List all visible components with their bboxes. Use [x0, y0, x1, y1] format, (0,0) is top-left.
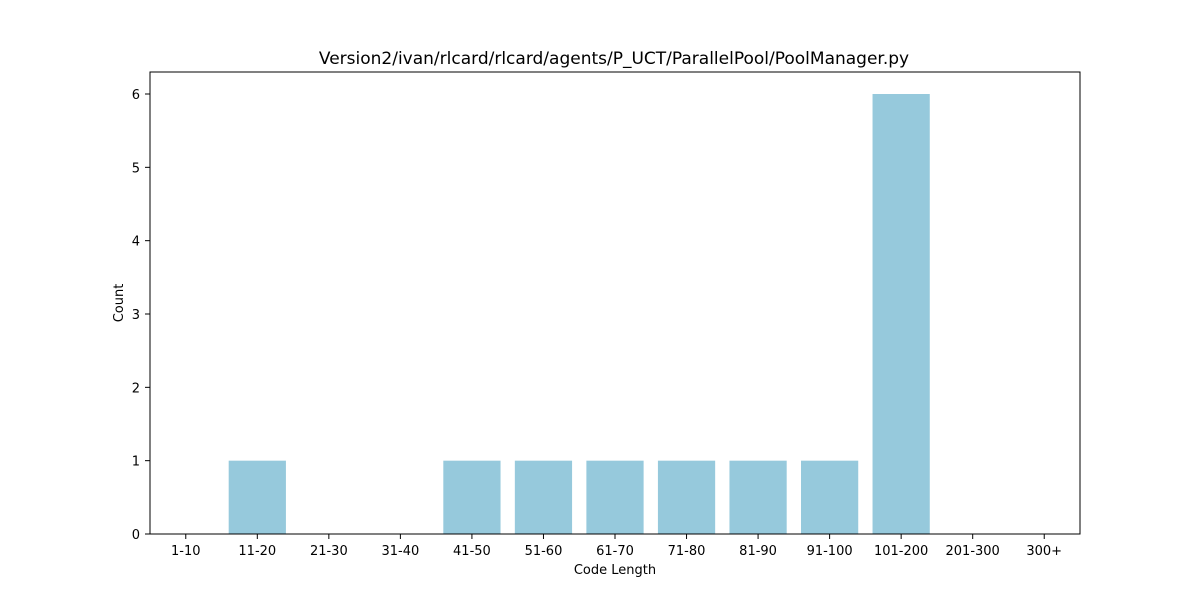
y-tick-label: 6 [132, 88, 140, 103]
y-tick-label: 2 [132, 381, 140, 396]
y-tick-label: 1 [132, 455, 140, 470]
x-axis-ticks: 1-10 11-20 21-30 31-40 41-50 51-60 61-70 71-80 8… [171, 534, 1062, 559]
y-axis-ticks: 0 1 2 3 4 5 6 [132, 88, 150, 543]
bar-71-80 [657, 460, 716, 534]
bar-51-60 [514, 460, 573, 534]
bar-11-20 [228, 460, 286, 534]
bars-group [228, 94, 930, 534]
x-tick-label: 101-200 [874, 544, 928, 559]
chart-title: Version2/ivan/rlcard/rlcard/agents/P_UCT… [319, 49, 909, 69]
bar-41-50 [443, 460, 501, 534]
x-axis-label: Code Length [574, 563, 656, 578]
x-tick-label: 21-30 [310, 544, 348, 559]
x-tick-label: 91-100 [807, 544, 853, 559]
y-axis-label: Count [112, 284, 127, 323]
y-tick-label: 0 [132, 528, 140, 543]
x-tick-label: 11-20 [238, 544, 276, 559]
x-tick-label: 61-70 [596, 544, 634, 559]
y-tick-label: 4 [132, 235, 140, 250]
x-tick-label: 71-80 [668, 544, 706, 559]
x-tick-label: 31-40 [381, 544, 419, 559]
bar-101-200 [872, 94, 930, 534]
y-tick-label: 5 [132, 161, 140, 176]
bar-81-90 [729, 460, 787, 534]
x-tick-label: 41-50 [453, 544, 491, 559]
x-tick-label: 201-300 [946, 544, 1000, 559]
x-tick-label: 1-10 [171, 544, 201, 559]
bar-61-70 [586, 460, 644, 534]
plot-area-frame [149, 71, 1081, 535]
bar-91-100 [801, 460, 859, 534]
x-tick-label: 81-90 [739, 544, 777, 559]
x-tick-label: 300+ [1026, 544, 1062, 559]
x-tick-label: 51-60 [525, 544, 563, 559]
y-tick-label: 3 [132, 308, 140, 323]
